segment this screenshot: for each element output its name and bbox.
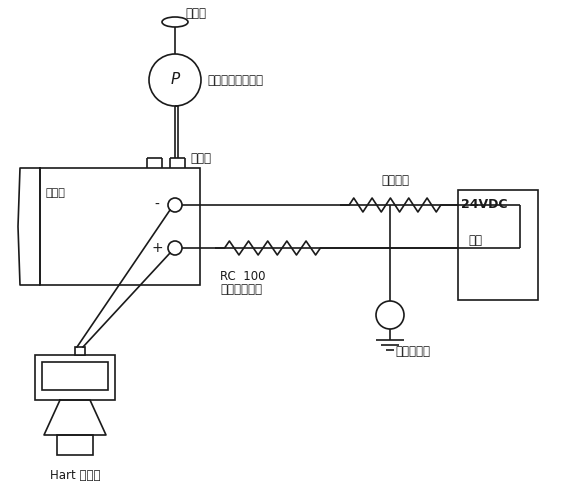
Bar [42, 362, 108, 390]
Text: -: - [154, 198, 160, 212]
Text: 24VDC: 24VDC [461, 199, 507, 211]
Text: Hart 通讯器: Hart 通讯器 [50, 469, 100, 482]
Text: 高精度数字压力表: 高精度数字压力表 [207, 73, 263, 86]
Text: 电源: 电源 [468, 234, 482, 246]
Text: P: P [170, 72, 180, 87]
Bar [458, 190, 538, 300]
Bar [75, 347, 85, 355]
Circle shape [376, 301, 404, 329]
Text: 高压侧: 高压侧 [190, 152, 211, 165]
Text: 负载电阻: 负载电阻 [381, 174, 409, 187]
Circle shape [168, 198, 182, 212]
Bar [57, 435, 93, 455]
Bar [35, 355, 115, 400]
Bar [40, 168, 200, 285]
Text: +: + [151, 241, 163, 255]
Text: RC  100: RC 100 [220, 270, 266, 283]
Text: 压力源: 压力源 [185, 7, 206, 20]
Ellipse shape [162, 17, 188, 27]
Text: 变送器: 变送器 [45, 188, 65, 198]
Text: 数字电压表: 数字电压表 [395, 345, 430, 358]
Circle shape [149, 54, 201, 106]
Text: 负载调节电阻: 负载调节电阻 [220, 283, 262, 296]
Circle shape [168, 241, 182, 255]
